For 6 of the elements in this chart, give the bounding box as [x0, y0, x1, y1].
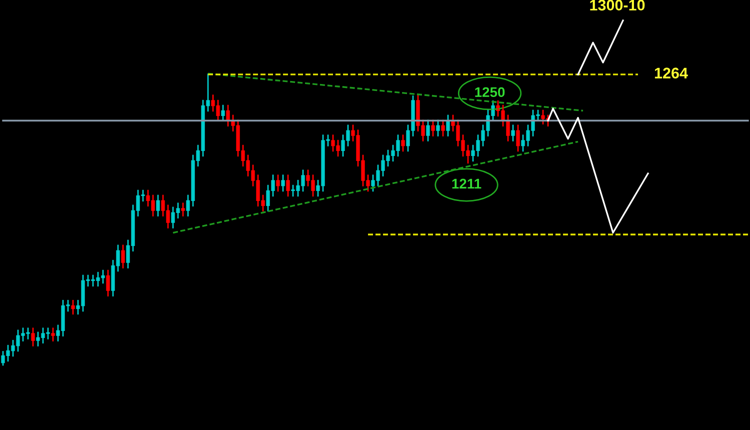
candlestick: [181, 202, 185, 218]
candlestick: [51, 326, 55, 342]
annotation: 1264: [654, 68, 688, 78]
annotation: 1250: [475, 87, 505, 98]
text: 1300-10: [590, 0, 645, 11]
annotation: 1211: [452, 178, 482, 188]
